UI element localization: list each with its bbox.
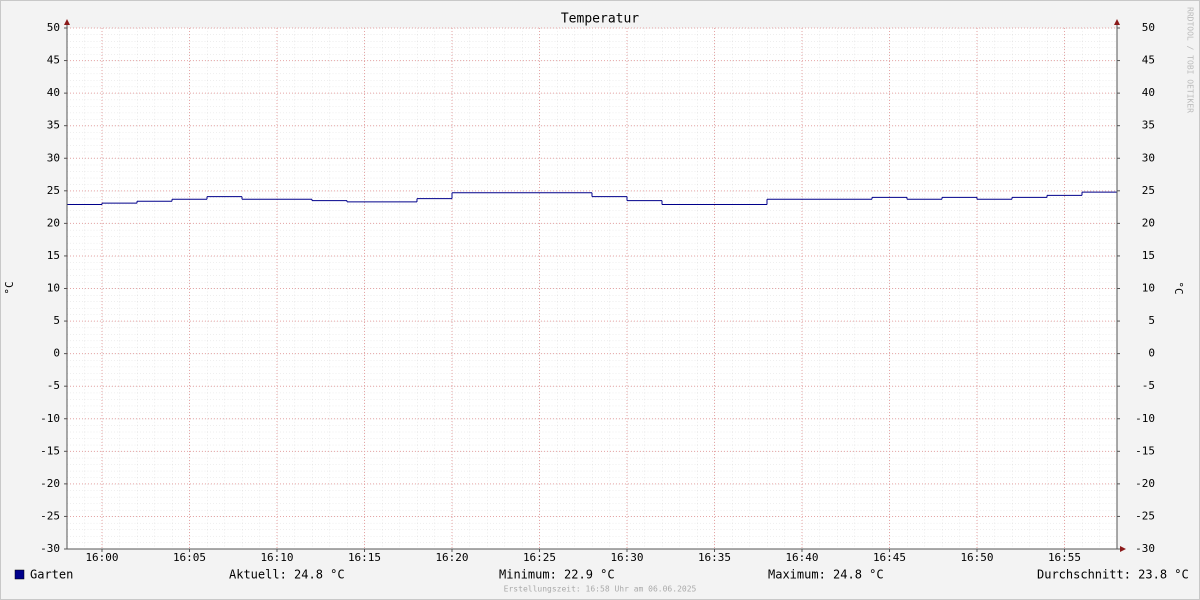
legend-label: Garten [30,568,73,582]
y-tick-label: 0 [53,347,60,360]
stat: Minimum: 22.9 °C [499,568,615,582]
marks [67,191,1117,205]
y2-tick-label: -10 [1135,412,1155,425]
y-tick-label: 20 [47,216,60,229]
axis-arrow [1114,19,1120,25]
y2-tick-label: 45 [1142,54,1155,67]
x-tick-label: 16:20 [435,551,468,564]
y2-tick-label: 15 [1142,249,1155,262]
axis-arrow [1120,546,1126,552]
x-tick-label: 16:50 [960,551,993,564]
grid [67,27,1117,550]
y2-tick-label: 20 [1142,216,1155,229]
stat: Aktuell: 24.8 °C [229,568,345,582]
x-tick-label: 16:10 [260,551,293,564]
y-tick-label: -30 [40,542,60,555]
y-tick-label: -20 [40,477,60,490]
x-tick-label: 16:35 [698,551,731,564]
stat: Durchschnitt: 23.8 °C [1037,568,1189,582]
x-tick-label: 16:40 [785,551,818,564]
y2-tick-label: 10 [1142,282,1155,295]
y2-tick-label: -5 [1142,379,1155,392]
y-tick-label: 25 [47,184,60,197]
y2-tick-label: -15 [1135,444,1155,457]
y2-tick-label: -25 [1135,509,1155,522]
y-tick-label: -5 [47,379,60,392]
stat: Maximum: 24.8 °C [768,568,884,582]
y-tick-label: 10 [47,282,60,295]
y-tick-label: 40 [47,86,60,99]
y-axis-label: °C [3,281,16,294]
x-tick-label: 16:25 [523,551,556,564]
y-tick-label: 5 [53,314,60,327]
y-tick-label: -15 [40,444,60,457]
watermark: RRDTOOL / TOBI OETIKER [1186,7,1195,113]
y2-tick-label: -20 [1135,477,1155,490]
x-tick-label: 16:30 [610,551,643,564]
y2-tick-label: 25 [1142,184,1155,197]
chart-title: Temperatur [561,12,639,27]
x-tick-label: 16:55 [1048,551,1081,564]
y-tick-label: 30 [47,151,60,164]
x-tick-label: 16:00 [85,551,118,564]
y2-tick-label: 35 [1142,119,1155,132]
y-tick-label: -25 [40,509,60,522]
footer: Erstellungszeit: 16:58 Uhr am 06.06.2025 [504,585,697,594]
y2-tick-label: 5 [1148,314,1155,327]
y-tick-label: 50 [47,21,60,34]
y2-tick-label: 0 [1148,347,1155,360]
y-tick-label: 45 [47,54,60,67]
x-tick-label: 16:05 [173,551,206,564]
y-tick-label: 35 [47,119,60,132]
y2-tick-label: 40 [1142,86,1155,99]
y-tick-label: 15 [47,249,60,262]
axis-arrow [64,19,70,25]
y2-tick-label: -30 [1135,542,1155,555]
y2-axis-label: °C [1172,281,1185,294]
y2-tick-label: 30 [1142,151,1155,164]
x-tick-label: 16:15 [348,551,381,564]
x-tick-label: 16:45 [873,551,906,564]
y2-tick-label: 50 [1142,21,1155,34]
legend-swatch [14,569,25,580]
y-tick-label: -10 [40,412,60,425]
